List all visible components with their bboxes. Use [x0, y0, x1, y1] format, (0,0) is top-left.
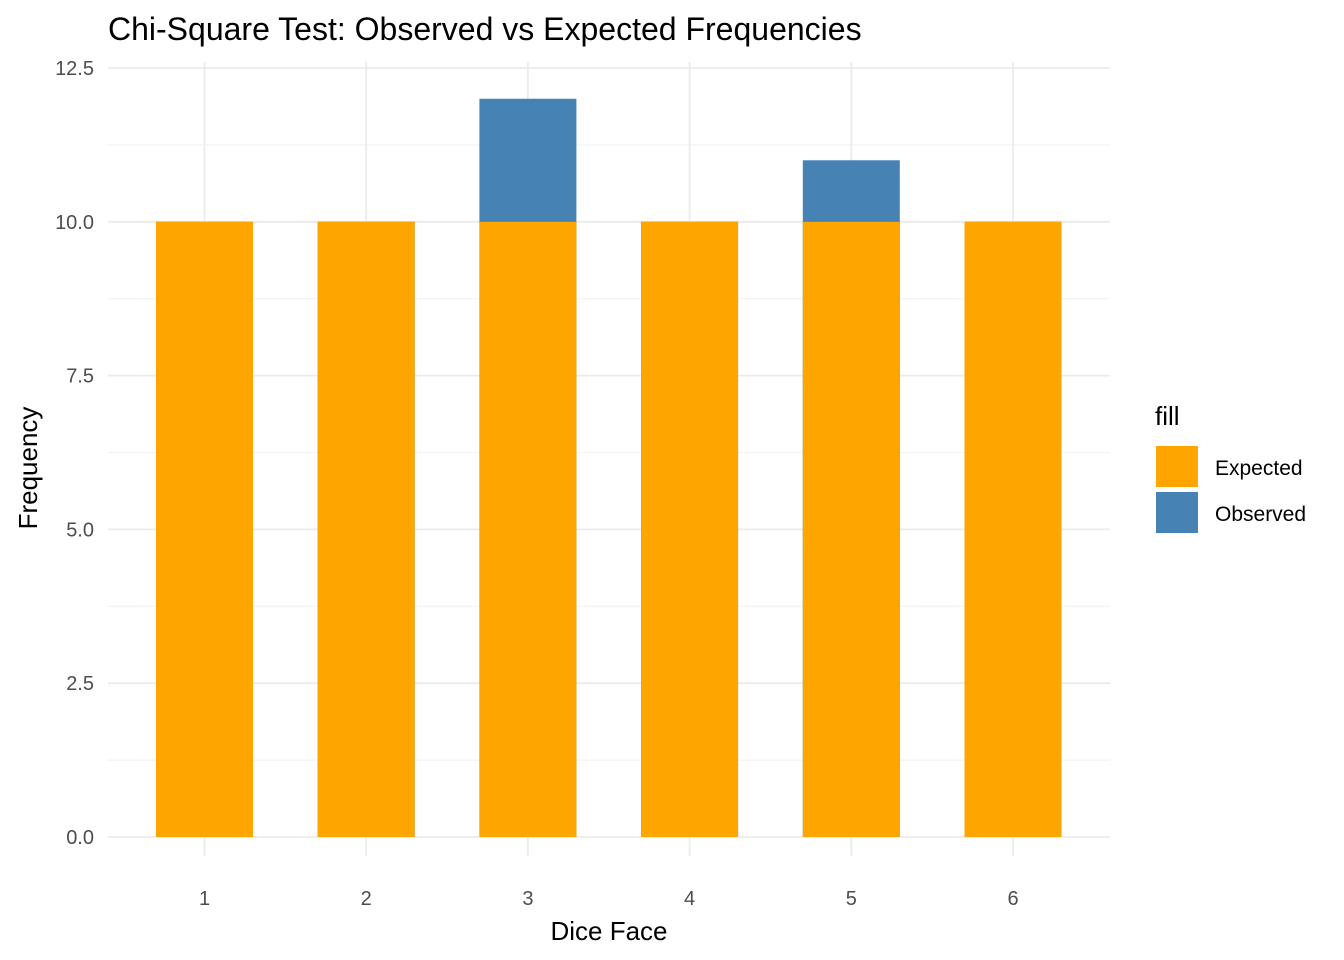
bars	[156, 98, 1062, 838]
y-tick-label: 0.0	[66, 827, 94, 849]
x-tick-label: 1	[199, 888, 210, 910]
legend-label-expected: Expected	[1215, 457, 1303, 480]
bar-expected-2	[317, 221, 415, 838]
x-tick-label: 6	[1007, 888, 1018, 910]
bar-expected-5	[802, 221, 900, 838]
legend-swatch-expected	[1156, 446, 1198, 487]
legend: fill Expected Observed	[1155, 401, 1306, 533]
x-axis-ticks: 1 2 3 4 5 6	[199, 888, 1019, 910]
y-tick-label: 2.5	[66, 673, 94, 695]
x-tick-label: 3	[522, 888, 533, 910]
bar-expected-4	[641, 221, 739, 838]
x-tick-label: 2	[361, 888, 372, 910]
x-tick-label: 4	[684, 888, 695, 910]
legend-title: fill	[1155, 401, 1180, 431]
bar-expected-6	[964, 221, 1062, 838]
chart-title: Chi-Square Test: Observed vs Expected Fr…	[108, 11, 862, 47]
legend-swatch-observed	[1156, 492, 1198, 533]
grid	[108, 62, 1110, 856]
x-axis-title: Dice Face	[550, 916, 667, 946]
y-axis-title: Frequency	[13, 407, 43, 530]
legend-label-observed: Observed	[1215, 503, 1306, 526]
y-tick-label: 12.5	[55, 58, 94, 80]
bar-expected-3	[479, 221, 577, 838]
y-tick-label: 10.0	[55, 212, 94, 234]
y-axis-ticks: 0.0 2.5 5.0 7.5 10.0 12.5	[55, 58, 94, 849]
bar-expected-1	[156, 221, 253, 838]
y-tick-label: 7.5	[66, 366, 94, 388]
y-tick-label: 5.0	[66, 519, 94, 541]
x-tick-label: 5	[846, 888, 857, 910]
